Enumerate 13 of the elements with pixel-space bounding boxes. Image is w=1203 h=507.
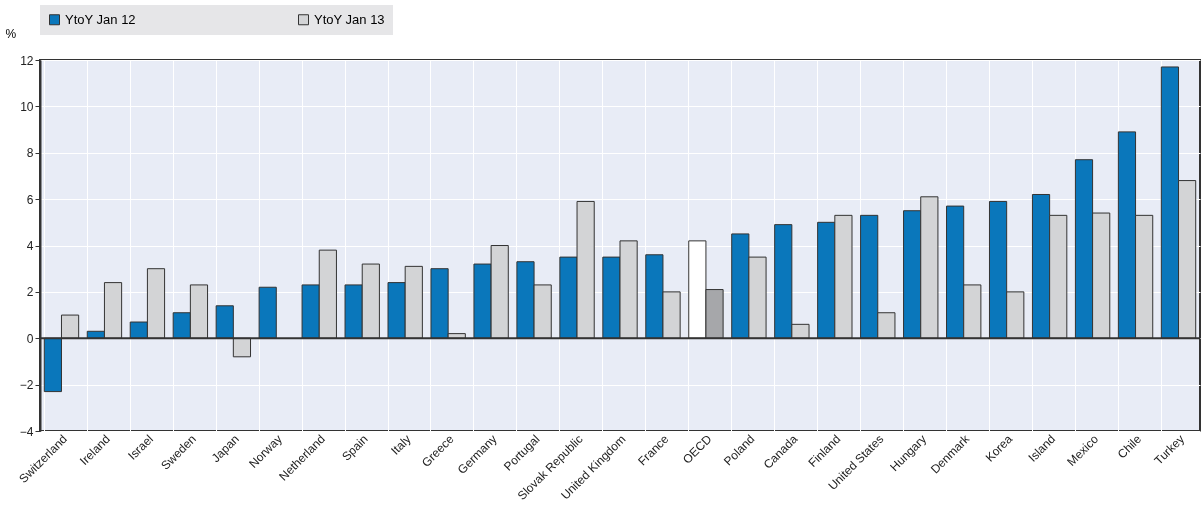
y-tick-label: 0 <box>26 331 34 346</box>
y-axis-title: % <box>5 26 17 41</box>
y-tick-label: 4 <box>26 239 34 253</box>
y-tick-label: 8 <box>26 146 34 161</box>
y-tick-label: −4 <box>19 424 34 439</box>
y-tick-label: −2 <box>19 378 34 393</box>
x-tick-label: Italy <box>388 432 414 458</box>
legend-label: YtoY Jan 13 <box>314 11 385 27</box>
y-tick-label: 2 <box>26 285 34 300</box>
legend-label: YtoY Jan 12 <box>65 11 136 27</box>
y-tick-label: 12 <box>20 53 34 68</box>
y-tick-label: 10 <box>20 99 34 114</box>
y-tick-label: 6 <box>26 192 34 207</box>
